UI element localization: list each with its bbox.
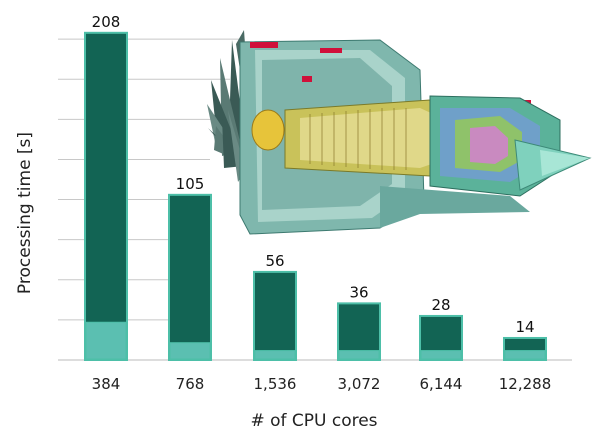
bar-value-label: 105 <box>176 175 205 193</box>
x-tick-labels: 384 768 1,536 3,072 6,144 12,288 <box>92 375 552 393</box>
value-labels: 208 105 56 36 28 14 <box>92 13 535 336</box>
bar-value-label: 56 <box>265 252 284 270</box>
x-axis-title: # of CPU cores <box>250 411 377 431</box>
bar-lower-segment <box>504 350 546 360</box>
x-tick-label: 6,144 <box>420 375 463 393</box>
bars <box>84 31 547 361</box>
x-tick-label: 768 <box>176 375 205 393</box>
x-tick-label: 384 <box>92 375 121 393</box>
bar-lower-segment <box>169 342 211 360</box>
bar <box>419 314 463 361</box>
bar <box>337 302 381 361</box>
bar-rect <box>253 270 297 361</box>
x-tick-label: 1,536 <box>254 375 297 393</box>
bar-rect <box>84 31 128 361</box>
bar-value-label: 36 <box>349 283 368 301</box>
x-tick-label: 12,288 <box>499 375 552 393</box>
bar <box>84 31 128 361</box>
bar-value-label: 28 <box>431 296 450 314</box>
bar-lower-segment <box>85 321 127 360</box>
bar-lower-segment <box>420 350 462 360</box>
bar-value-label: 14 <box>515 318 534 336</box>
bar-lower-segment <box>254 350 296 360</box>
jet-engine-cutaway-icon <box>207 30 592 235</box>
bar <box>253 270 297 361</box>
y-axis-title: Processing time [s] <box>15 132 35 294</box>
bar-lower-segment <box>338 350 380 360</box>
x-tick-label: 3,072 <box>338 375 381 393</box>
bar <box>503 336 547 361</box>
bar-value-label: 208 <box>92 13 121 31</box>
bar <box>168 193 212 361</box>
bar-rect <box>168 193 212 361</box>
